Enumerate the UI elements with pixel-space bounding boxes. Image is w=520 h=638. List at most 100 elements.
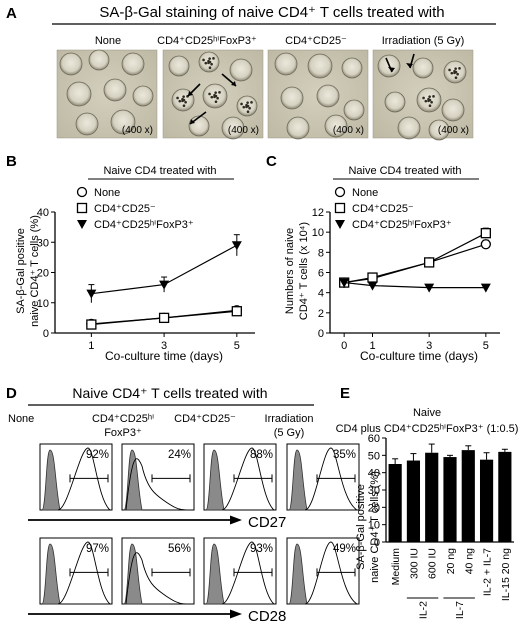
sa-gal-granule [240,102,243,106]
chart-e-y-tick-label: 40 [368,468,380,480]
isotype-histogram [41,449,61,511]
isotype-histogram [205,543,225,605]
cell [221,116,245,140]
chart-b-ylabel-line1: SA-β-Gal positive [15,228,27,314]
cell [110,109,136,135]
cell [428,119,450,141]
marker-histogram [125,552,187,605]
chart-c-point [480,283,491,293]
sa-gal-granule [428,104,432,108]
chart-e-category-label: Medium [390,548,402,586]
sa-gal-granule [430,100,433,104]
sa-gal-granule [184,100,187,104]
cell [307,53,333,79]
arrow-head [188,91,193,96]
sa-gal-granule [245,103,248,107]
gate-percent: 49% [333,543,356,555]
chart-c-y-tick-label: 12 [312,207,324,219]
sa-gal-granule [454,76,458,80]
chart-b-legend-label: None [94,187,120,199]
chart-b-legend-marker [76,186,88,198]
sa-gal-granule [178,99,182,103]
sa-gal-granule [214,100,218,104]
cell [103,78,127,102]
chart-e-y-tick-label: 10 [368,520,380,532]
sa-gal-granule [422,96,425,100]
chart-e-ylabel-line2: naive CD4⁺ T cells (%) [369,471,381,583]
gate-percent: 88% [250,449,273,461]
sa-gal-granule [210,95,214,99]
panel-e-letter: E [340,385,350,402]
chart-c-y-tick-label: 6 [318,268,324,280]
chart-c-y-tick-label: 8 [318,247,324,259]
chart-e-bar [479,459,494,542]
cell [88,49,110,71]
chart-e-category-label: IL-15 20 ng [500,548,512,601]
marker-histogram [304,447,358,511]
cell [397,116,421,140]
cell [341,57,363,79]
sa-gal-granule [212,57,215,60]
gate-percent: 97% [86,543,109,555]
chart-c-x-tick-label: 0 [341,340,347,352]
chart-e-y-tick-label: 0 [374,537,380,549]
sa-gal-granule [176,96,179,100]
isotype-histogram [41,543,61,605]
chart-c-legend-label: CD4⁺CD25ʰⁱFoxP3⁺ [352,219,452,231]
panel-a-title: SA-β-Gal staining of naive CD4⁺ T cells … [99,4,444,21]
sa-gal-granule [182,104,186,108]
arrow-head [388,67,395,72]
cell [316,84,340,108]
sa-gal-granule [250,101,253,104]
sa-gal-granule [242,105,246,109]
chart-b-y-tick-label: 0 [43,328,49,340]
panel-d-col-irr-1: Irradiation [265,413,314,425]
chart-e-group-label: IL-2 [418,601,430,619]
micrograph-3: (400 x) [267,49,369,140]
chart-e-bar [388,464,402,542]
isotype-histogram [123,449,143,511]
chart-b-point [159,280,170,290]
cell [59,52,83,76]
arrow-head [406,63,413,68]
cell [412,57,434,79]
chart-c-legend-marker [335,220,345,229]
chart-b-legend-marker [76,202,88,214]
panel-a-label-cd25neg: CD4⁺CD25⁻ [285,35,347,47]
chart-e-y-tick-label: 30 [368,485,380,497]
sa-gal-granule [246,101,249,104]
chart-b-legend-label: CD4⁺CD25ʰⁱFoxP3⁺ [94,219,194,231]
chart-c-point [339,278,350,288]
chart-b-legend-label: CD4⁺CD25⁻ [94,203,156,215]
flow-marker-label: CD27 [248,514,286,531]
chart-c-legend-label: None [352,187,378,199]
axis-arrowhead [230,515,242,525]
magnification-label: (400 x) [333,125,364,136]
chart-e-bar [498,451,512,542]
panel-d-col-treg-2: FoxP3⁺ [104,427,142,439]
flow-plot: 97% [39,537,113,605]
sa-gal-granule [208,57,211,60]
chart-c-x-tick-label: 5 [483,340,489,352]
flow-marker-label: CD28 [248,608,286,625]
flow-histograms: 92% 24% 88% 35% CD27 97% 56% 93% 49% CD28 [28,443,360,625]
sa-gal-granule [448,68,451,72]
cell [229,58,253,82]
flow-plot: 35% [286,443,360,511]
isotype-histogram [205,449,225,511]
chart-c-ylabel: Numbers of naive CD4⁺ T cells (x 10⁴) [284,222,310,320]
chart-e-bar [425,452,439,542]
chart-b-y-tick-label: 30 [37,237,49,249]
arrow-head [231,81,236,86]
chart-b-x-tick-label: 1 [88,340,94,352]
sa-gal-granule [208,92,211,96]
chart-e-y-tick-label: 50 [368,450,380,462]
sa-gal-granule [181,97,184,101]
chart-c-y-tick-label: 0 [318,328,324,340]
micrographs: (400 x) (400 x) (400 x) (400 x) [56,49,474,141]
panel-d-title: Naive CD4⁺ T cells treated with [72,385,267,401]
chart-e-title-1: Naive [413,407,441,419]
chart-e-group-label: IL-7 [454,601,466,619]
sa-gal-granule [428,95,431,98]
chart-c-title: Naive CD4 treated with [348,165,461,177]
